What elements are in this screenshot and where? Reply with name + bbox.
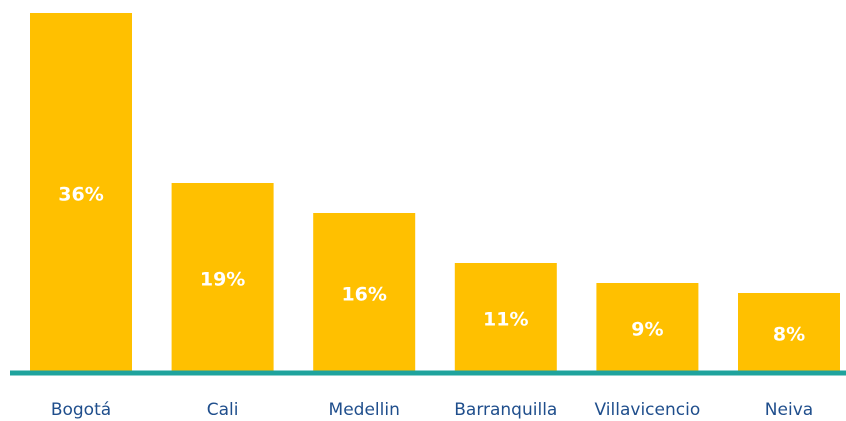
value-label: 8% xyxy=(773,324,805,346)
bar xyxy=(596,283,699,373)
bar xyxy=(30,13,132,373)
category-label: Cali xyxy=(207,400,239,420)
category-label: Medellin xyxy=(329,400,400,420)
category-label: Barranquilla xyxy=(454,400,557,420)
bar xyxy=(738,293,840,373)
bar xyxy=(454,263,557,373)
bar xyxy=(171,183,274,373)
value-label: 19% xyxy=(200,269,245,291)
value-label: 11% xyxy=(483,309,528,331)
value-label: 16% xyxy=(341,284,386,306)
bar xyxy=(313,213,416,373)
category-label: Bogotá xyxy=(51,400,111,420)
category-label: Neiva xyxy=(765,400,813,420)
category-label: Villavicencio xyxy=(595,400,701,420)
value-label: 36% xyxy=(58,184,103,206)
value-label: 9% xyxy=(631,319,663,341)
